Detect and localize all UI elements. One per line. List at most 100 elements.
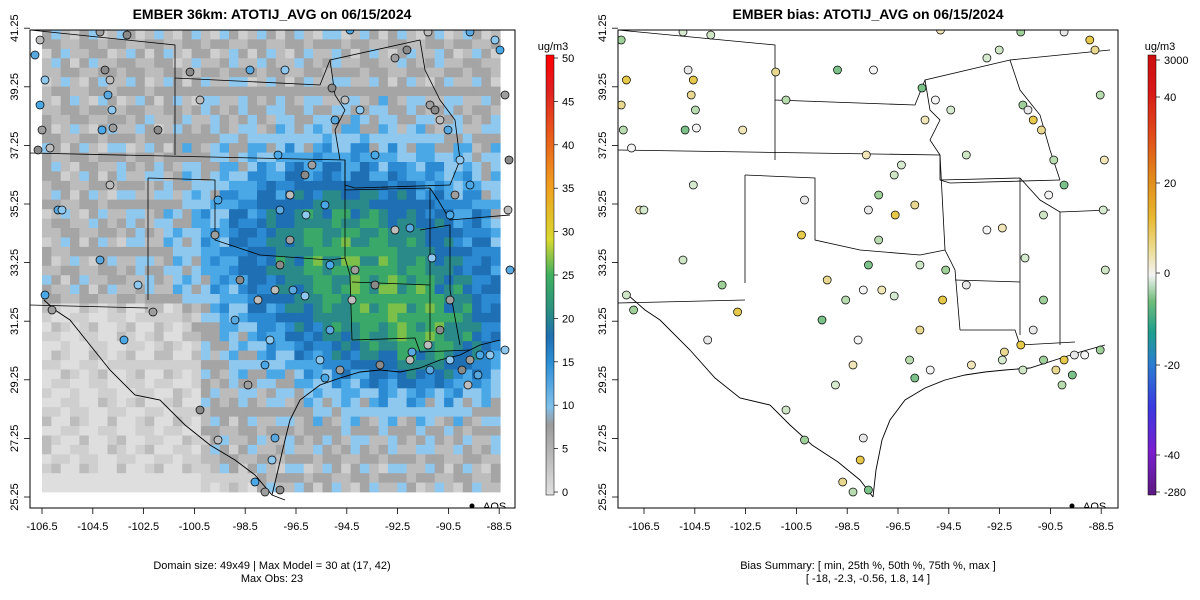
grid-cell <box>490 426 501 436</box>
grid-cell <box>425 435 436 446</box>
grid-cell <box>126 218 136 229</box>
grid-cell <box>350 171 361 182</box>
grid-cell <box>397 77 408 87</box>
grid-cell <box>154 77 164 87</box>
grid-cell <box>219 114 230 125</box>
grid-cell <box>182 143 193 153</box>
grid-cell <box>444 30 454 40</box>
grid-cell <box>229 463 239 474</box>
grid-cell <box>229 114 239 125</box>
grid-cell <box>42 152 52 163</box>
grid-cell <box>200 407 211 417</box>
grid-cell <box>79 275 90 285</box>
grid-cell <box>163 67 174 78</box>
grid-cell <box>42 454 52 465</box>
grid-cell <box>397 482 408 493</box>
grid-cell <box>257 218 267 229</box>
grid-cell <box>472 331 482 342</box>
grid-cell <box>406 48 417 59</box>
grid-cell <box>247 463 258 474</box>
grid-cell <box>434 86 445 97</box>
grid-cell <box>266 435 277 446</box>
grid-cell <box>247 199 258 210</box>
grid-cell <box>294 171 305 182</box>
grid-cell <box>303 312 314 323</box>
left-gulf-coastline <box>271 339 501 496</box>
grid-cell <box>257 30 267 40</box>
grid-cell <box>98 180 108 191</box>
grid-cell <box>350 30 361 40</box>
grid-cell <box>359 416 370 427</box>
grid-cell <box>116 228 127 238</box>
bias-station-marker <box>833 65 842 75</box>
grid-cell <box>200 312 211 323</box>
grid-cell <box>481 397 492 408</box>
grid-cell <box>266 303 277 314</box>
grid-cell <box>144 407 155 417</box>
grid-cell <box>210 265 221 276</box>
grid-cell <box>303 96 314 106</box>
grid-cell <box>60 105 71 116</box>
grid-cell <box>116 378 127 389</box>
grid-cell <box>397 209 408 219</box>
grid-cell <box>481 303 492 314</box>
grid-cell <box>144 275 155 285</box>
grid-cell <box>322 209 333 219</box>
grid-cell <box>313 426 323 436</box>
grid-cell <box>416 397 426 408</box>
grid-cell <box>247 284 258 295</box>
grid-cell <box>79 360 90 370</box>
grid-cell <box>172 228 183 238</box>
grid-cell <box>341 473 351 483</box>
grid-cell <box>397 294 408 304</box>
grid-cell <box>88 463 99 474</box>
grid-cell <box>135 265 146 276</box>
left-legend-label: AQS <box>483 501 506 513</box>
grid-cell <box>135 86 146 97</box>
grid-cell <box>60 331 71 342</box>
grid-cell <box>200 322 211 333</box>
grid-cell <box>70 124 80 135</box>
grid-cell <box>359 397 370 408</box>
colorbar-tick-label: 10 <box>562 400 574 412</box>
grid-cell <box>219 407 230 417</box>
grid-cell <box>369 435 380 446</box>
grid-cell <box>341 397 351 408</box>
grid-cell <box>462 275 473 285</box>
grid-cell <box>378 246 389 257</box>
grid-cell <box>406 473 417 483</box>
grid-cell <box>313 152 323 163</box>
bias-station-marker <box>831 380 840 390</box>
bias-station-marker <box>1023 105 1033 115</box>
bias-station-marker <box>717 280 727 290</box>
grid-cell <box>191 341 202 351</box>
grid-cell <box>313 407 323 417</box>
grid-cell <box>247 473 258 483</box>
grid-cell <box>444 86 454 97</box>
grid-cell <box>285 426 295 436</box>
grid-cell <box>107 143 118 153</box>
y-tick-label: 33.25 <box>597 249 609 277</box>
grid-cell <box>275 105 286 116</box>
grid-cell <box>219 190 230 201</box>
grid-cell <box>434 284 445 295</box>
grid-cell <box>472 180 482 191</box>
grid-cell <box>453 237 464 248</box>
grid-cell <box>60 265 71 276</box>
grid-cell <box>453 435 464 446</box>
grid-cell <box>42 369 52 380</box>
grid-cell <box>266 426 277 436</box>
grid-cell <box>144 454 155 465</box>
grid-cell <box>70 378 80 389</box>
grid-cell <box>341 86 351 97</box>
grid-cell <box>191 86 202 97</box>
grid-cell <box>490 378 501 389</box>
grid-cell <box>210 171 221 182</box>
grid-cell <box>359 228 370 238</box>
aqs-station-marker <box>500 345 510 355</box>
grid-cell <box>490 435 501 446</box>
left-plot-frame <box>29 29 516 509</box>
aqs-station-marker <box>435 115 445 125</box>
grid-cell <box>285 444 295 455</box>
grid-cell <box>425 143 436 153</box>
